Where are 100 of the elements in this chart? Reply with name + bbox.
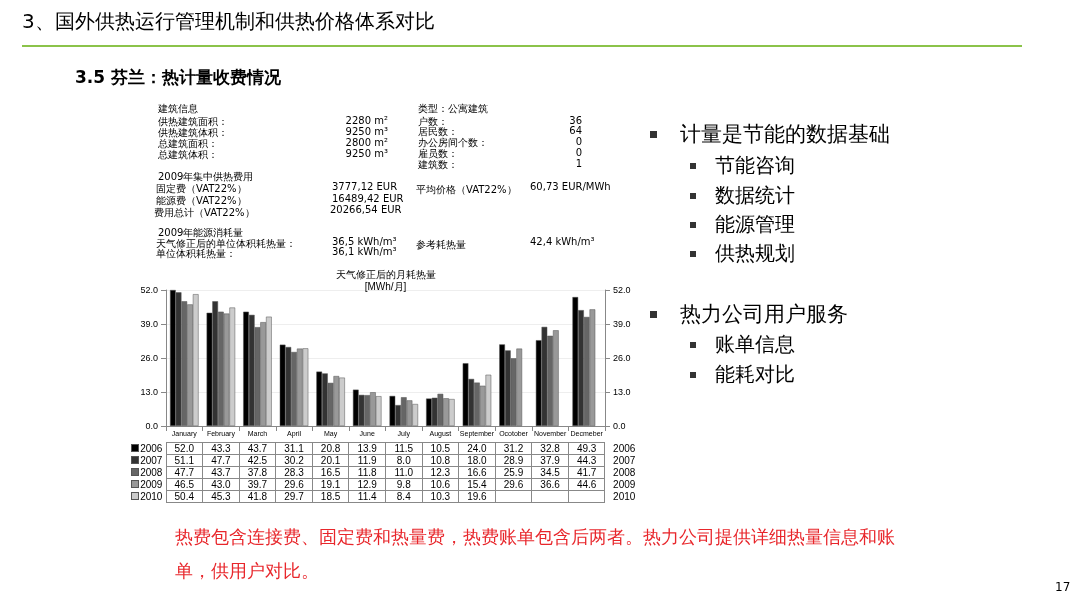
data-label: 46.5	[166, 478, 203, 491]
data-label: 9.8	[385, 478, 423, 491]
data-label: 20.1	[312, 454, 349, 467]
text: 单位体积耗热量：	[156, 248, 236, 261]
text: 16489,42 EUR	[332, 193, 404, 204]
data-label: 34.5	[531, 466, 569, 479]
text: 9250 m³	[345, 148, 388, 159]
data-label: 43.3	[202, 442, 240, 455]
data-label: 11.9	[348, 454, 386, 467]
text: 能耗对比	[715, 361, 795, 388]
text: 36	[569, 115, 582, 126]
data-label: 20.8	[312, 442, 349, 455]
data-label: 43.7	[239, 442, 276, 455]
chart-title: 天气修正后的月耗热量	[335, 268, 436, 280]
text: 36,1 kWh/m³	[332, 246, 397, 257]
data-label: 43.7	[202, 466, 240, 479]
data-label: 39.7	[239, 478, 276, 491]
data-label: 18.0	[458, 454, 496, 467]
text: 3、国外供热运行管理机制和供热价格体系对比	[22, 8, 435, 35]
data-label: 12.9	[348, 478, 386, 491]
data-label: 52.0	[166, 442, 203, 455]
y-tick-label: 52.0	[140, 285, 158, 295]
text: 类型：公寓建筑	[418, 102, 488, 116]
text: 雇员数：	[418, 147, 458, 159]
data-label: 28.9	[495, 454, 532, 467]
y2-tick-label: 13.0	[613, 387, 631, 397]
data-label: 19.1	[312, 478, 349, 491]
text: 节能咨询	[715, 152, 795, 179]
text: 数据统计	[715, 182, 795, 209]
text: 20266,54 EUR	[330, 204, 402, 215]
data-label: 10.3	[422, 490, 459, 503]
text: 参考耗热量	[416, 238, 466, 252]
text: 2006	[613, 443, 636, 454]
text: 0	[575, 136, 582, 147]
data-label: 49.3	[568, 442, 605, 455]
legend-label: 2008	[139, 466, 164, 479]
text: 居民数：	[418, 126, 458, 138]
text: 1	[575, 158, 582, 169]
data-label: 29.7	[275, 490, 313, 503]
data-label: 41.8	[239, 490, 276, 503]
text: 固定费（VAT22%）	[156, 182, 247, 196]
data-label: 11.8	[348, 466, 386, 479]
data-label: 16.6	[458, 466, 496, 479]
text: 2010	[613, 491, 636, 502]
data-label: 11.4	[348, 490, 386, 503]
text: 9250 m³	[345, 126, 388, 137]
text: 17	[1055, 580, 1071, 594]
data-label: 47.7	[166, 466, 203, 479]
text: 2007	[613, 455, 636, 466]
y-tick-label: 0.0	[145, 421, 158, 431]
data-label: 12.3	[422, 466, 459, 479]
text: 2009年能源消耗量	[158, 226, 244, 238]
data-label: 47.7	[202, 454, 240, 467]
data-label: 36.6	[531, 478, 569, 491]
data-label: 15.4	[458, 478, 496, 491]
data-label: 28.3	[275, 466, 313, 479]
text: 办公房间个数：	[418, 136, 488, 149]
text: 总建筑面积：	[158, 137, 218, 149]
data-label: 51.1	[166, 454, 203, 467]
data-label: 31.2	[495, 442, 532, 455]
data-label: 41.7	[568, 466, 605, 479]
y2-tick-label: 0.0	[613, 421, 626, 431]
y-tick-label: 26.0	[140, 353, 158, 363]
text: 能源费（VAT22%）	[156, 194, 247, 207]
text: 账单信息	[715, 331, 795, 358]
data-label: 43.0	[202, 478, 240, 491]
y2-tick-label: 39.0	[613, 319, 631, 329]
data-label: 11.5	[385, 442, 423, 455]
legend-label: 2009	[139, 478, 164, 491]
legend-label: 2010	[139, 490, 164, 503]
text: 2009	[613, 479, 636, 490]
text: 3777,12 EUR	[332, 181, 398, 192]
text: 费用总计（VAT22%）	[154, 206, 255, 220]
data-label: 8.0	[385, 454, 423, 467]
data-label: 13.9	[348, 442, 386, 455]
data-label: 42.5	[239, 454, 276, 467]
y2-tick-label: 52.0	[613, 285, 631, 295]
data-label: 10.8	[422, 454, 459, 467]
data-label: 19.6	[458, 490, 496, 503]
data-label: 11.0	[385, 466, 423, 479]
data-label: 29.6	[275, 478, 313, 491]
text: 2800 m²	[345, 137, 388, 148]
data-label: 37.8	[239, 466, 276, 479]
text: 建筑信息	[158, 102, 198, 116]
text: 2009年集中供热费用	[158, 170, 254, 183]
data-label: 16.5	[312, 466, 349, 479]
legend-label: 2007	[139, 454, 164, 467]
text: 42,4 kWh/m³	[530, 236, 595, 247]
data-label: 18.5	[312, 490, 349, 503]
text: 供热建筑体积：	[158, 126, 228, 138]
data-label: 37.9	[531, 454, 569, 467]
text: 0	[575, 147, 582, 158]
text: 60,73 EUR/MWh	[530, 181, 611, 192]
data-label: 24.0	[458, 442, 496, 455]
text: 2280 m²	[345, 115, 388, 126]
text: 供热规划	[715, 240, 795, 267]
data-label: 8.4	[385, 490, 423, 503]
y-tick-label: 39.0	[140, 319, 158, 329]
data-label: 44.3	[568, 454, 605, 467]
data-label: 44.6	[568, 478, 605, 491]
